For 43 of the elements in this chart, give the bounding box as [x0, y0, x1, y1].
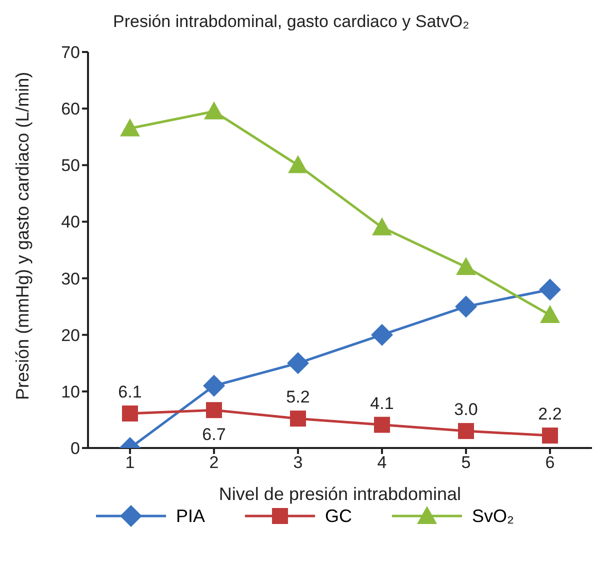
y-axis-title: Presión (mmHg) y gasto cardiaco (L/min) — [12, 72, 32, 400]
x-tick-label: 5 — [461, 453, 471, 472]
point — [374, 416, 390, 433]
point — [542, 428, 558, 444]
chart-title: Presión intrabdominal, gasto cardiaco y SatvO₂ — [112, 11, 470, 33]
point — [204, 101, 224, 120]
point — [539, 278, 561, 301]
y-tick-label: 60 — [61, 100, 80, 119]
point — [540, 305, 560, 324]
y-tick-label: 40 — [61, 212, 80, 232]
legend-label: SvO₂ — [472, 506, 514, 526]
point — [122, 405, 138, 422]
point — [203, 374, 225, 397]
data-label: 4.1 — [370, 394, 394, 413]
x-tick-label: 2 — [209, 453, 219, 472]
data-label: 2.2 — [538, 404, 562, 424]
point — [288, 155, 308, 174]
point — [372, 217, 392, 236]
x-tick-label: 1 — [125, 453, 135, 472]
point — [371, 324, 393, 346]
data-label: 5.2 — [286, 388, 310, 407]
legend-label: GC — [325, 506, 352, 526]
y-tick-label: 20 — [61, 326, 80, 345]
data-label: 6.1 — [118, 382, 142, 402]
point — [455, 296, 477, 318]
point — [120, 118, 140, 136]
point — [290, 410, 306, 427]
x-axis-title: Nivel de presión intrabdominal — [218, 484, 462, 504]
y-tick-label: 30 — [61, 269, 80, 288]
y-tick-label: 50 — [61, 156, 80, 176]
point — [456, 256, 476, 275]
y-tick-label: 70 — [61, 43, 80, 62]
point — [206, 402, 222, 418]
legend-label: PIA — [176, 506, 205, 526]
data-label: 3.0 — [454, 400, 478, 420]
point — [458, 423, 474, 440]
point — [287, 352, 309, 374]
x-tick-label: 4 — [377, 453, 387, 472]
y-tick-label: 0 — [70, 439, 80, 458]
data-label: 6.7 — [202, 425, 226, 444]
x-tick-label: 3 — [293, 453, 303, 472]
y-tick-label: 10 — [61, 382, 80, 402]
x-tick-label: 6 — [545, 453, 555, 472]
